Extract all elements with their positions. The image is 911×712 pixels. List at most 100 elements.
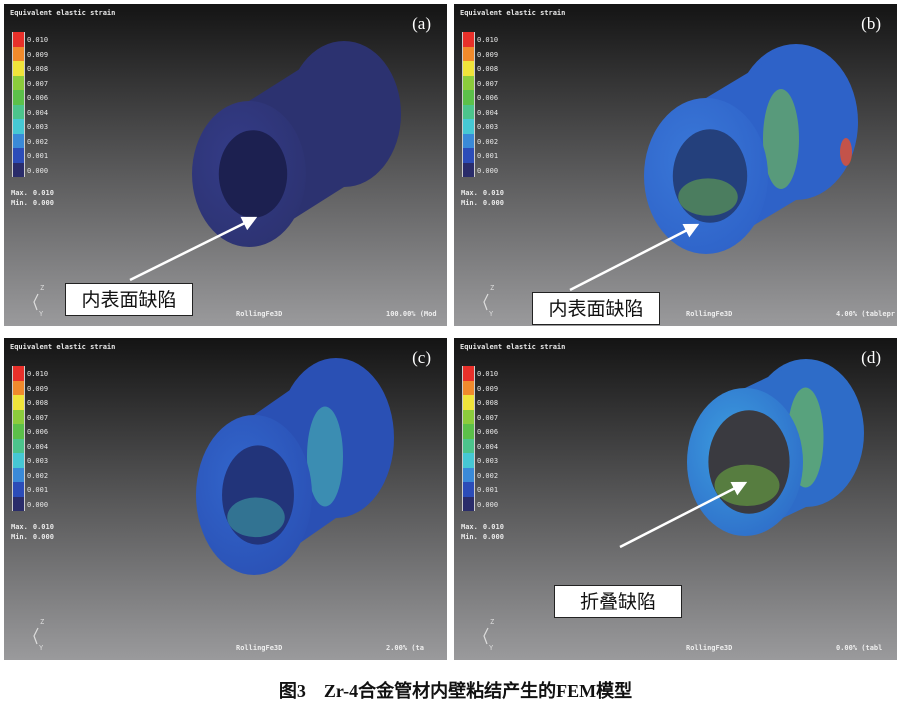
legend-value: 0.002 xyxy=(477,471,499,480)
axis-triad-icon xyxy=(33,293,39,311)
axis-y-label: Y xyxy=(489,644,494,652)
legend-value: 0.007 xyxy=(27,413,49,422)
legend-row: 0.006 xyxy=(12,424,72,439)
legend-row: 0.008 xyxy=(462,61,522,76)
legend-value: 0.000 xyxy=(477,500,499,509)
legend-value: 0.009 xyxy=(477,50,499,59)
legend-value: 0.001 xyxy=(477,152,499,160)
fem-panel-a: Z Y Equivalent elastic strain 0.010 0.009 0.0… xyxy=(4,4,447,326)
legend-value: 0.007 xyxy=(27,79,49,88)
max-label: Max. xyxy=(11,189,28,197)
legend-row: 0.009 xyxy=(462,46,522,61)
legend-value: 0.010 xyxy=(477,36,499,44)
legend-value: 0.000 xyxy=(27,166,49,175)
legend-value: 0.009 xyxy=(477,384,499,393)
axis-y-label: Y xyxy=(39,644,44,652)
legend-row: 0.007 xyxy=(462,409,522,424)
legend-swatch xyxy=(12,46,25,61)
inner-wall-strain xyxy=(714,464,780,507)
max-value: 0.010 xyxy=(482,189,504,197)
legend-row: 0.010 xyxy=(462,32,522,47)
legend-swatch xyxy=(12,133,25,148)
legend-swatch xyxy=(12,162,25,177)
legend-value: 0.004 xyxy=(477,108,499,117)
legend-row: 0.004 xyxy=(462,104,522,119)
legend-row: 0.000 xyxy=(12,496,72,511)
footer-title: RollingFe3D xyxy=(236,644,283,652)
annotation-callout: 内表面缺陷 xyxy=(532,292,660,325)
legend-row: 0.009 xyxy=(12,46,72,61)
legend-min: Min. 0.000 xyxy=(461,199,504,207)
legend-swatch xyxy=(462,90,475,105)
legend-row: 0.010 xyxy=(12,32,72,47)
legend-value: 0.008 xyxy=(477,399,499,407)
legend-swatch xyxy=(12,467,25,482)
legend-row: 0.006 xyxy=(462,90,522,105)
panel-label: (a) xyxy=(412,14,431,33)
legend-title: Equivalent elastic strain xyxy=(10,343,116,351)
legend-swatch xyxy=(462,409,475,424)
axis-triad-icon xyxy=(483,627,489,645)
legend-swatch xyxy=(462,366,475,381)
footer-title: RollingFe3D xyxy=(686,644,733,652)
legend-value: 0.004 xyxy=(27,442,49,451)
legend-swatch xyxy=(462,467,475,482)
legend-row: 0.002 xyxy=(12,133,72,148)
legend-min: Min. 0.000 xyxy=(11,533,54,541)
legend-row: 0.004 xyxy=(12,438,72,453)
legend-row: 0.004 xyxy=(12,104,72,119)
panel-label: (c) xyxy=(412,348,431,367)
legend-row: 0.001 xyxy=(462,148,522,163)
legend-value: 0.001 xyxy=(477,486,499,494)
legend-swatch xyxy=(12,438,25,453)
legend-value: 0.003 xyxy=(27,123,49,131)
figure-caption: 图3 Zr-4合金管材内壁粘结产生的FEM模型 xyxy=(278,681,633,701)
tube-bore xyxy=(218,130,288,218)
legend-swatch xyxy=(462,32,475,47)
footer-status: 100.00% (Mod xyxy=(386,310,437,318)
panel-label: (b) xyxy=(861,14,881,33)
legend-value: 0.008 xyxy=(477,65,499,73)
legend-row: 0.008 xyxy=(12,395,72,410)
axis-z-label: Z xyxy=(40,284,44,292)
min-value: 0.000 xyxy=(482,199,504,207)
legend-value: 0.000 xyxy=(477,166,499,175)
legend-row: 0.007 xyxy=(12,75,72,90)
max-label: Max. xyxy=(461,523,478,531)
legend-swatch xyxy=(12,380,25,395)
legend-value: 0.003 xyxy=(477,457,499,465)
axis-triad-icon xyxy=(483,293,489,311)
legend-swatch xyxy=(12,409,25,424)
legend-swatch xyxy=(462,395,475,410)
fem-render: ZY xyxy=(4,338,447,660)
axis-z-label: Z xyxy=(490,618,494,626)
legend-swatch xyxy=(12,424,25,439)
min-label: Min. xyxy=(461,199,478,207)
legend-row: 0.008 xyxy=(12,61,72,76)
legend-value: 0.006 xyxy=(477,94,499,102)
legend-value: 0.006 xyxy=(27,428,49,436)
tube-bore xyxy=(222,445,294,545)
min-label: Min. xyxy=(461,533,478,541)
legend-value: 0.008 xyxy=(27,65,49,73)
legend-value: 0.010 xyxy=(27,370,49,378)
footer-title: RollingFe3D xyxy=(236,310,283,318)
legend-row: 0.002 xyxy=(12,467,72,482)
legend-swatch xyxy=(462,482,475,497)
legend-swatch xyxy=(12,61,25,76)
strain-hotspot xyxy=(763,89,799,189)
legend-swatch xyxy=(462,119,475,134)
legend-value: 0.010 xyxy=(27,36,49,44)
legend-value: 0.009 xyxy=(27,384,49,393)
legend-value: 0.006 xyxy=(477,428,499,436)
legend-value: 0.001 xyxy=(27,486,49,494)
axis-triad-icon xyxy=(33,627,39,645)
legend-value: 0.004 xyxy=(477,442,499,451)
min-label: Min. xyxy=(11,533,28,541)
legend-row: 0.000 xyxy=(462,162,522,177)
legend-swatch xyxy=(462,162,475,177)
fem-panel-c: Z Y Equivalent elastic strain 0.010 0.009 0.0… xyxy=(4,338,447,660)
legend-swatch xyxy=(462,148,475,163)
fem-panel-b: Z Y Equivalent elastic strain 0.010 0.009 0.0… xyxy=(454,4,897,326)
legend-swatch xyxy=(462,424,475,439)
